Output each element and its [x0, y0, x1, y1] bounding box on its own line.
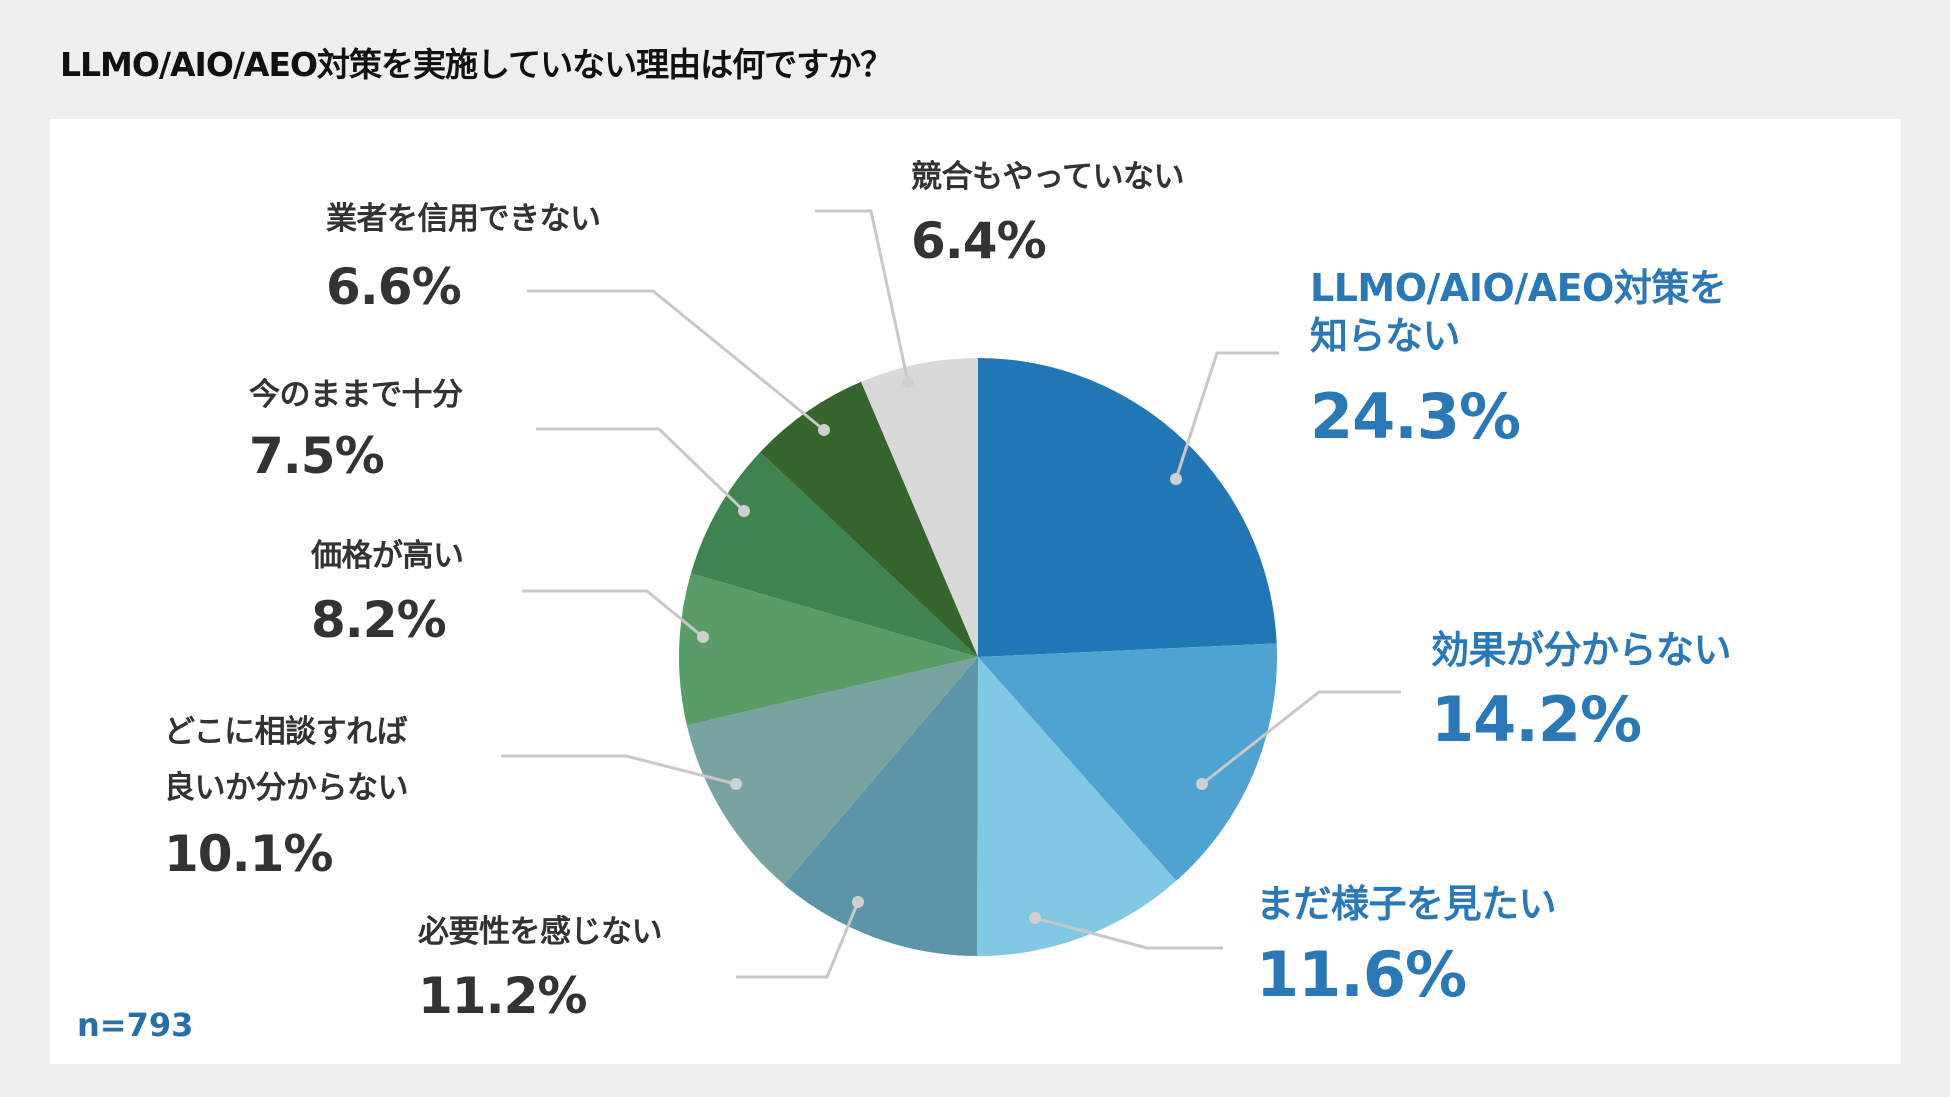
leader-line [1201, 690, 1401, 786]
leader-line [536, 427, 746, 513]
pie-slice [783, 657, 978, 956]
label-effect: 効果が分からない [1431, 628, 1732, 672]
label-line: 良いか分からない [164, 770, 409, 806]
pie-slice [977, 657, 1177, 956]
pie-slice [686, 657, 978, 885]
value-distrust: 6.6% [326, 258, 462, 316]
leader-dot [1196, 778, 1208, 790]
leader-line [1034, 916, 1223, 950]
leader-dot [852, 896, 864, 908]
label-competitors: 競合もやっていない [911, 159, 1184, 195]
value-wait: 11.6% [1256, 938, 1467, 1011]
label-consult: どこに相談すれば 良いか分からない [164, 704, 409, 816]
pie-slice [978, 358, 1277, 657]
page-title: LLMO/AIO/AEO対策を実施していない理由は何ですか？ [60, 45, 893, 84]
label-line: 知らない [1310, 313, 1461, 358]
leader-dot [697, 631, 709, 643]
value-effect: 14.2% [1431, 683, 1642, 756]
leader-dot [1029, 912, 1041, 924]
pie-slice [760, 381, 978, 657]
value-competitors: 6.4% [911, 212, 1047, 270]
leader-dot [818, 424, 830, 436]
label-distrust: 業者を信用できない [326, 201, 601, 237]
pie-slice [978, 643, 1277, 881]
label-wait: まだ様子を見たい [1256, 882, 1557, 926]
value-unnecessary: 11.2% [418, 967, 587, 1025]
leader-line [815, 209, 910, 383]
label-line: どこに相談すれば [164, 714, 408, 750]
pie-slice [690, 452, 978, 657]
leader-dot [738, 505, 750, 517]
value-llmo: 24.3% [1310, 380, 1521, 453]
label-unnecessary: 必要性を感じない [418, 914, 663, 950]
leader-dot [730, 778, 742, 790]
leader-line [501, 754, 737, 786]
leader-dot [1170, 473, 1182, 485]
leader-line [736, 901, 860, 979]
leader-line [527, 289, 825, 432]
label-price: 価格が高い [311, 538, 464, 574]
leader-dot [902, 376, 914, 388]
pie-slice [861, 358, 978, 657]
leader-line [1174, 351, 1279, 480]
value-enough: 7.5% [249, 427, 385, 485]
label-enough: 今のままで十分 [249, 377, 463, 413]
leader-line [522, 589, 704, 639]
pie-slice [679, 573, 978, 726]
label-llmo: LLMO/AIO/AEO対策を 知らない [1310, 265, 1727, 360]
value-consult: 10.1% [164, 825, 333, 883]
value-price: 8.2% [311, 591, 447, 649]
sample-size: n=793 [77, 1006, 194, 1044]
label-line: LLMO/AIO/AEO対策を [1310, 266, 1727, 310]
